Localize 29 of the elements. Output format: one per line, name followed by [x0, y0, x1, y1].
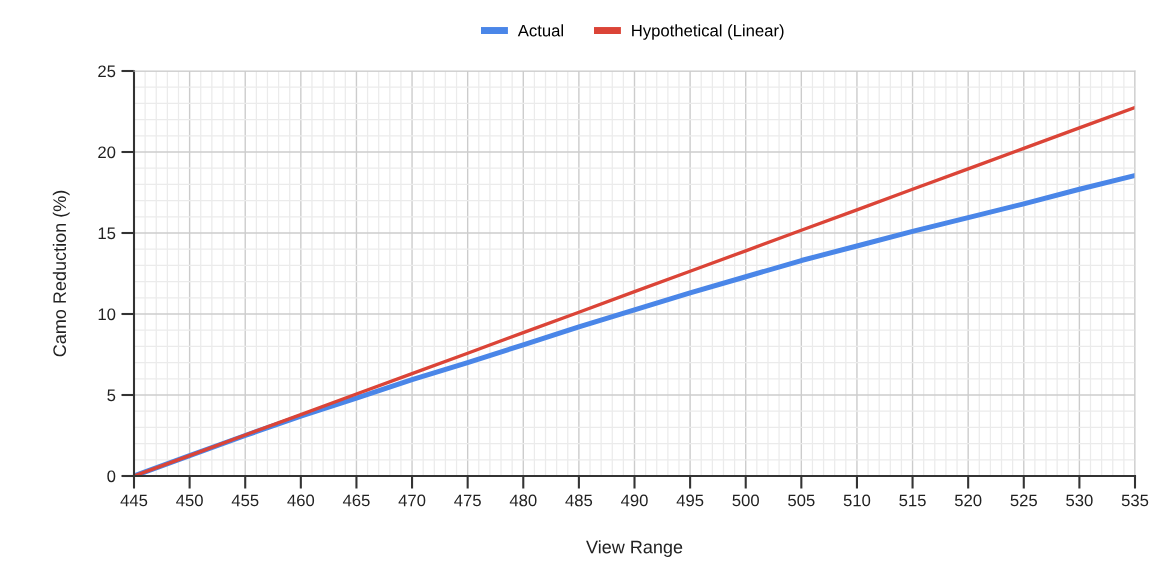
x-tick-label: 490 [620, 494, 648, 507]
x-tick-label: 475 [454, 494, 481, 507]
legend-label: Actual [517, 24, 563, 37]
x-tick-label: 480 [509, 494, 537, 507]
x-tick-label: 515 [899, 494, 926, 507]
x-tick-label: 510 [843, 494, 871, 507]
x-tick-label: 450 [176, 494, 203, 507]
x-tick-label: 470 [398, 494, 426, 507]
x-tick-label: 455 [231, 494, 259, 507]
y-tick-label: 25 [98, 65, 116, 78]
y-tick-label: 10 [98, 308, 116, 321]
y-tick-label: 15 [98, 227, 116, 240]
x-tick-label: 460 [287, 494, 315, 507]
y-tick-label: 0 [107, 470, 116, 483]
x-tick-label: 530 [1066, 494, 1093, 507]
x-tick-label: 525 [1010, 494, 1037, 507]
x-tick-label: 500 [732, 494, 759, 507]
y-tick-label: 5 [107, 389, 116, 402]
y-axis-title: Camo Reduction (%) [52, 190, 70, 357]
x-tick-label: 535 [1121, 494, 1149, 507]
y-tick-label: 20 [98, 146, 116, 159]
x-tick-label: 445 [120, 494, 148, 507]
x-tick-label: 485 [565, 494, 593, 507]
x-tick-label: 520 [954, 494, 982, 507]
x-tick-label: 495 [676, 494, 704, 507]
x-axis-title: View Range [586, 540, 683, 557]
x-tick-label: 465 [342, 494, 370, 507]
x-tick-label: 505 [788, 494, 815, 507]
legend-label: Hypothetical (Linear) [632, 24, 784, 40]
